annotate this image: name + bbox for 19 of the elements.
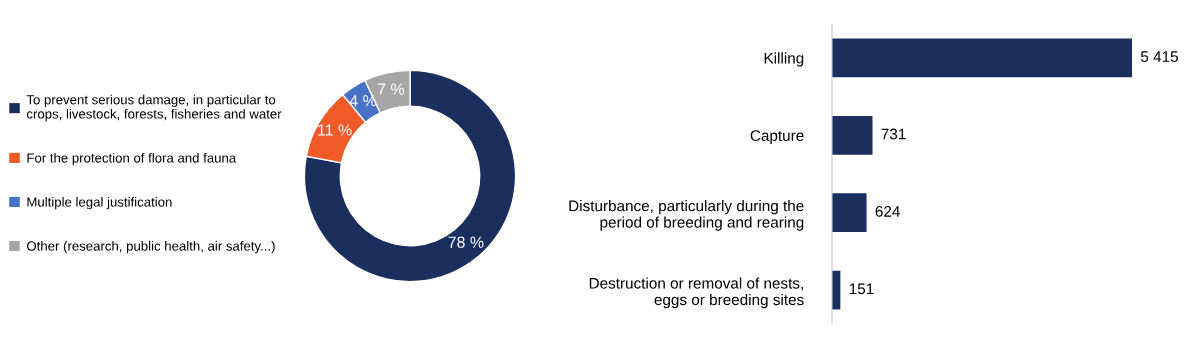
bar [832,38,1132,78]
legend-label: Other (research, public health, air safety...) [27,241,275,254]
donut-slice [303,69,517,283]
data-label: 78 % [448,236,484,248]
legend-label: For the protection of flora and fauna [27,152,237,166]
legend-label: Multiple legal justification [27,196,172,210]
data-label: 7 % [377,83,405,95]
bar [832,193,867,233]
data-label: 5 415 [1140,51,1178,62]
data-label: 624 [875,205,900,217]
data-label: 11 % [318,124,352,136]
y-tick-label: Disturbance, particularly during the period of breeding and rearing [569,200,804,231]
legend-label: To prevent serious damage, in particular to crops, livestock, forests, fisheries and water [26,94,282,122]
y-tick-label: Capture [750,130,804,144]
y-tick-label: Killing [764,52,804,67]
data-label: 151 [849,283,874,295]
bar [832,115,873,155]
y-tick-label: Destruction or removal of nests, eggs or breeding sites [589,277,804,309]
data-label: 731 [881,128,906,140]
